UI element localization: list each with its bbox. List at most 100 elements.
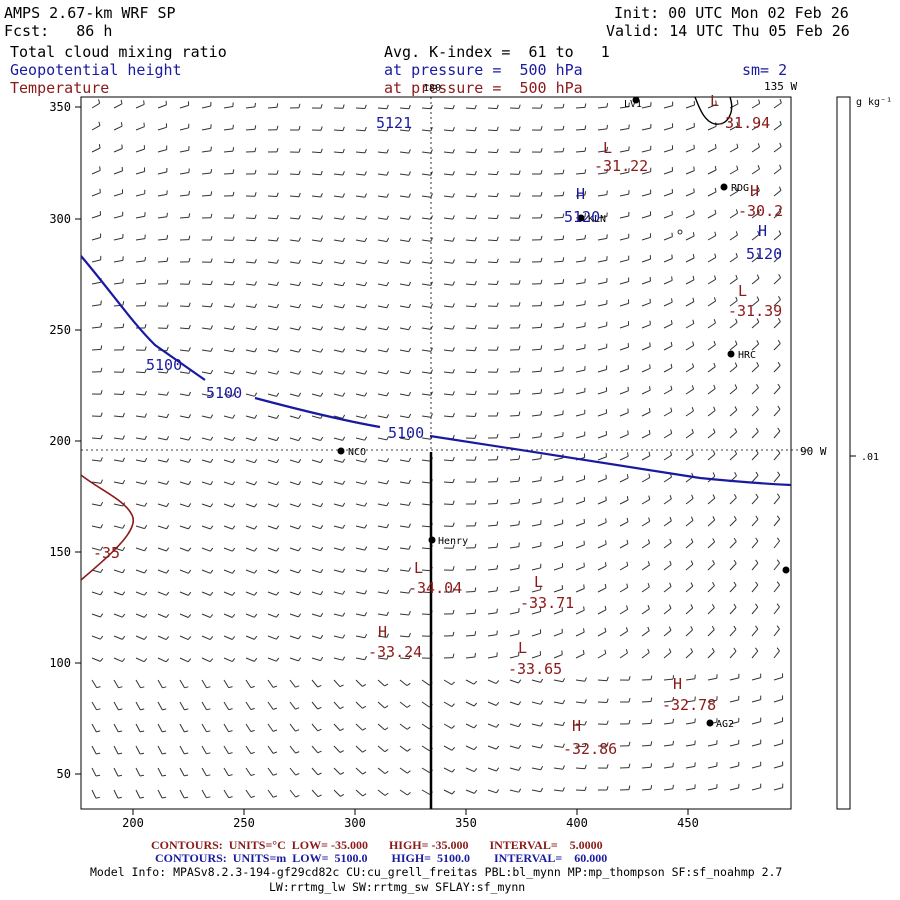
wind-barb — [223, 261, 234, 264]
wind-barb-feather — [452, 588, 455, 593]
wind-barb — [531, 567, 541, 571]
wind-barb-feather — [140, 686, 145, 689]
wind-barb — [729, 256, 738, 263]
wind-barb — [531, 767, 541, 771]
wind-barb-feather — [604, 562, 607, 567]
wind-barb — [729, 190, 738, 197]
wind-barb — [641, 105, 651, 109]
wind-barb — [597, 150, 607, 153]
wind-barb-feather — [650, 697, 653, 702]
wind-barb-feather — [254, 147, 257, 152]
wind-barb — [223, 305, 233, 308]
wind-barb-feather — [364, 612, 368, 617]
wind-barb — [707, 213, 717, 219]
wind-barb-feather — [386, 589, 390, 594]
wind-barb-feather — [232, 124, 234, 129]
wind-barb-feather — [298, 591, 302, 596]
wind-barb — [619, 433, 629, 439]
wind-barb — [773, 168, 782, 175]
wind-barb — [355, 415, 365, 419]
wind-barb-feather — [518, 148, 521, 153]
wind-barb-feather — [254, 281, 257, 286]
wind-barb — [333, 481, 343, 485]
wind-barb — [421, 151, 431, 154]
wind-barb — [113, 591, 123, 596]
wind-barb — [751, 650, 759, 659]
wind-barb — [201, 459, 211, 463]
wind-barb — [245, 393, 255, 397]
wind-barb-feather — [276, 125, 279, 130]
wind-barb-feather — [298, 370, 302, 375]
wind-barb-feather — [298, 569, 302, 574]
wind-barb — [135, 215, 145, 219]
wind-barb-feather — [364, 414, 368, 419]
wind-barb — [641, 652, 650, 659]
wind-barb — [707, 278, 716, 285]
wind-barb-feather — [228, 730, 233, 733]
wind-barb-feather — [250, 795, 255, 798]
wind-barb — [663, 678, 674, 681]
wind-barb — [179, 789, 185, 799]
wind-barb — [707, 519, 716, 527]
wind-barb-feather — [496, 565, 499, 570]
wind-barb-feather — [650, 763, 653, 768]
wind-barb — [157, 260, 168, 263]
wind-barb-feather — [562, 213, 565, 218]
wind-barb — [113, 148, 123, 153]
wind-barb — [509, 655, 519, 659]
wind-barb — [575, 789, 586, 791]
wind-barb — [399, 591, 409, 594]
wind-barb-feather — [408, 501, 411, 506]
wind-barb-feather — [649, 320, 651, 325]
wind-barb — [267, 789, 274, 798]
wind-barb-feather — [100, 568, 104, 573]
wind-barb — [641, 411, 651, 417]
wind-barb — [729, 519, 737, 527]
extremum-letter: H — [758, 222, 767, 240]
wind-barb — [399, 613, 409, 616]
wind-barb-feather — [776, 647, 780, 652]
wind-barb-feather — [188, 280, 191, 285]
wind-barb-feather — [430, 281, 433, 286]
wind-barb-feather — [776, 625, 780, 630]
wind-barb-feather — [735, 274, 738, 279]
wind-barb — [179, 635, 189, 641]
station-marker — [720, 183, 728, 191]
wind-barb — [575, 347, 585, 351]
wind-barb-feather — [166, 547, 170, 552]
wind-barb-feather — [162, 730, 167, 733]
wind-barb — [707, 388, 716, 395]
wind-barb — [91, 169, 101, 175]
wind-barb-feather — [670, 385, 673, 390]
wind-barb — [751, 146, 760, 153]
wind-barb — [553, 326, 563, 329]
wind-barb-feather — [650, 785, 653, 790]
wind-barb-feather — [496, 126, 499, 131]
wind-barb — [553, 217, 564, 219]
wind-barb-feather — [187, 591, 192, 596]
wind-barb-feather — [714, 144, 717, 149]
wind-barb-feather — [408, 567, 411, 572]
wind-barb-feather — [496, 586, 498, 591]
wind-barb-feather — [452, 544, 455, 549]
wind-barb-feather — [713, 319, 716, 324]
station-label: NCO — [348, 447, 366, 458]
wind-barb-feather — [755, 471, 759, 476]
wind-barb — [311, 415, 321, 419]
smoothing: sm= 2 — [742, 61, 788, 79]
wind-barb-feather — [386, 348, 390, 353]
wind-barb — [619, 215, 629, 219]
wind-barb — [531, 789, 541, 793]
wind-barb-feather — [778, 252, 782, 257]
wind-barb-feather — [184, 752, 189, 755]
wind-barb-feather — [206, 686, 211, 689]
wind-barb-feather — [139, 752, 145, 755]
wind-barb-feather — [606, 103, 609, 108]
wind-barb — [487, 129, 498, 132]
wind-barb — [179, 525, 189, 530]
wind-barb — [751, 365, 759, 373]
wind-barb — [179, 767, 185, 777]
wind-barb-feather — [122, 323, 125, 328]
wind-barb — [201, 371, 211, 375]
wind-barb-feather — [518, 126, 521, 131]
